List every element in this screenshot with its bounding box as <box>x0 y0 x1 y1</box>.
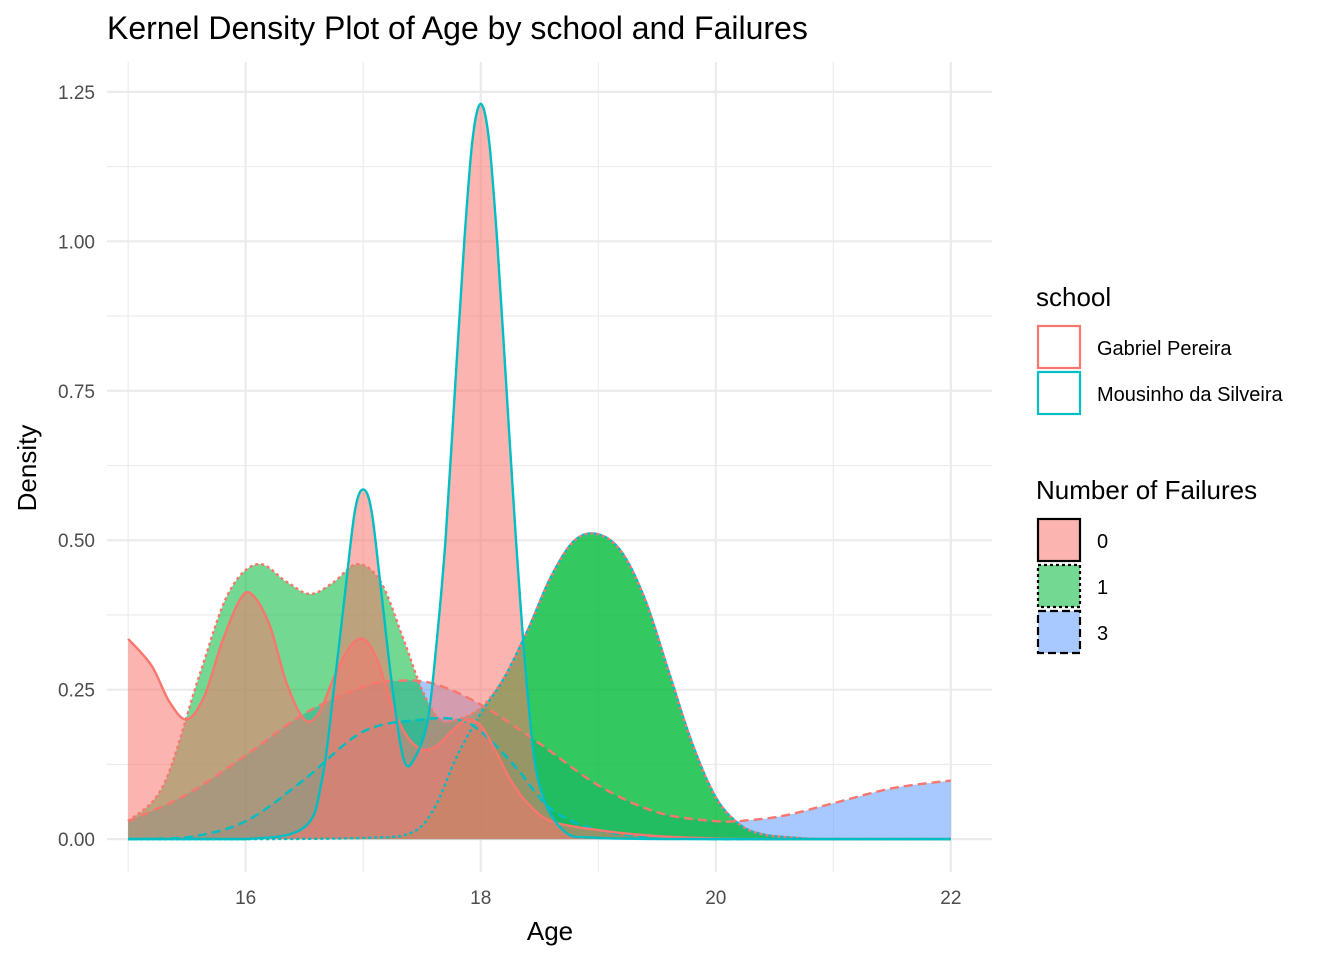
x-axis-title: Age <box>527 916 573 946</box>
y-tick-label: 1.00 <box>58 232 95 253</box>
x-tick-label: 18 <box>470 888 491 909</box>
density-area-mousinho-da-silveira-failures-1 <box>128 533 951 840</box>
y-tick-label: 0.25 <box>58 681 95 702</box>
legend-school: school Gabriel Pereira Mousinho da Silve… <box>1036 282 1284 416</box>
x-tick-label: 16 <box>235 888 256 909</box>
y-tick-label: 1.25 <box>58 83 95 104</box>
density-lines <box>127 102 952 841</box>
legend-failures: Number of Failures 0 1 3 <box>1036 475 1257 655</box>
chart-title: Kernel Density Plot of Age by school and… <box>107 10 808 46</box>
density-areas <box>128 103 951 840</box>
legend-label-failures-1: 1 <box>1097 577 1108 599</box>
x-tick-label: 20 <box>705 888 726 909</box>
y-tick-label: 0.75 <box>58 382 95 403</box>
legend-key-gabriel-pereira <box>1036 324 1082 370</box>
density-line-gabriel-pereira-failures-3 <box>127 679 952 823</box>
legend-label-mousinho-da-silveira: Mousinho da Silveira <box>1097 384 1284 406</box>
x-tick-label: 22 <box>940 888 961 909</box>
density-line-gabriel-pereira-failures-0 <box>127 590 951 841</box>
legend-failures-title: Number of Failures <box>1036 475 1257 505</box>
legend-school-title: school <box>1036 282 1111 312</box>
y-axis-title: Density <box>12 425 42 512</box>
legend-key-mousinho-da-silveira <box>1036 370 1082 416</box>
y-tick-label: 0.00 <box>58 830 95 851</box>
density-line-gabriel-pereira-failures-1 <box>127 532 951 841</box>
axis-ticks: 16 18 20 22 0.00 0.25 0.50 0.75 1.00 1.25 <box>58 83 961 909</box>
legend-label-gabriel-pereira: Gabriel Pereira <box>1097 338 1232 360</box>
legend-label-failures-3: 3 <box>1097 623 1108 645</box>
density-line-mousinho-da-silveira-failures-3 <box>128 716 951 841</box>
legend-label-failures-0: 0 <box>1097 531 1108 553</box>
density-line-mousinho-da-silveira-failures-1 <box>128 532 951 841</box>
density-line-mousinho-da-silveira-failures-0 <box>128 102 951 841</box>
legend-key-failures-0 <box>1036 517 1082 563</box>
y-tick-label: 0.50 <box>58 531 95 552</box>
legend-key-failures-1 <box>1036 563 1082 609</box>
legend-key-failures-3 <box>1036 609 1082 655</box>
